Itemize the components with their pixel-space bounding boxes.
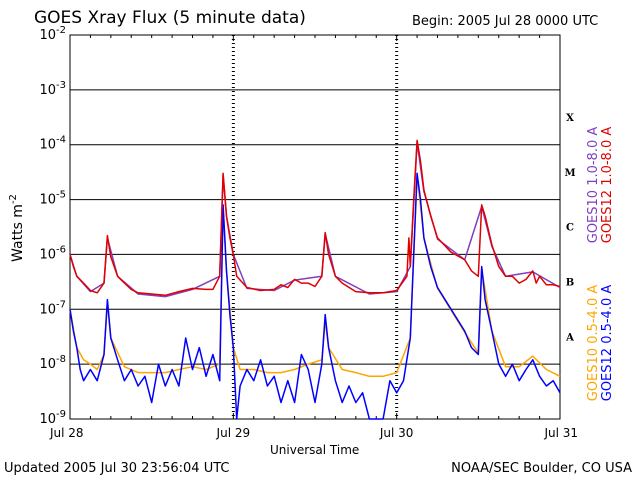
legend-entry: GOES10 0.5-4.0 A — [586, 285, 601, 402]
x-axis-tick-labels: Jul 28 Jul 29 Jul 30 Jul 31 — [49, 426, 578, 440]
series-line-goes12-0-5-4-0-a — [69, 172, 561, 420]
flare-class-label: B — [566, 278, 574, 289]
legend-entry: GOES10 1.0-8.0 A — [586, 127, 601, 244]
credit-label: NOAA/SEC Boulder, CO USA — [451, 461, 632, 476]
y-tick-label: 10-5 — [39, 190, 66, 208]
flux-series — [69, 139, 561, 420]
flare-class-label: X — [566, 113, 574, 124]
chart-title: GOES Xray Flux (5 minute data) — [34, 8, 306, 28]
x-tick-label: Jul 28 — [49, 426, 84, 440]
y-tick-label: 10-4 — [39, 135, 66, 153]
y-tick-label: 10-6 — [39, 244, 66, 262]
begin-date-label: Begin: 2005 Jul 28 0000 UTC — [412, 14, 599, 29]
y-tick-label: 10-8 — [39, 354, 66, 372]
legend-entry: GOES12 0.5-4.0 A — [600, 285, 615, 402]
y-tick-label: 10-7 — [39, 299, 66, 317]
y-tick-label: 10-3 — [39, 80, 66, 98]
x-tick-label: Jul 31 — [543, 426, 578, 440]
flare-class-label: C — [566, 223, 574, 234]
y-axis-label: Watts m-2 — [8, 194, 26, 262]
y-tick-label: 10-2 — [39, 25, 66, 43]
y-tick-label: 10-9 — [39, 409, 66, 427]
flare-class-labels: A B C M X — [564, 113, 575, 343]
updated-timestamp: Updated 2005 Jul 30 23:56:04 UTC — [4, 461, 230, 476]
legend-entry: GOES12 1.0-8.0 A — [600, 127, 615, 244]
flare-class-label: M — [564, 168, 575, 179]
x-tick-label: Jul 30 — [379, 426, 414, 440]
x-axis-label: Universal Time — [270, 443, 360, 457]
y-axis-tick-labels: 10-9 10-8 10-7 10-6 10-5 10-4 10-3 10-2 — [39, 25, 66, 427]
series-line-goes10-0-5-4-0-a — [69, 174, 561, 378]
decade-gridlines — [70, 89, 560, 365]
series-line-goes12-1-0-8-0-a — [69, 139, 561, 297]
flare-class-label: A — [565, 332, 574, 343]
x-tick-label: Jul 29 — [216, 426, 251, 440]
y-axis-label-text: Watts m-2 — [8, 194, 26, 262]
